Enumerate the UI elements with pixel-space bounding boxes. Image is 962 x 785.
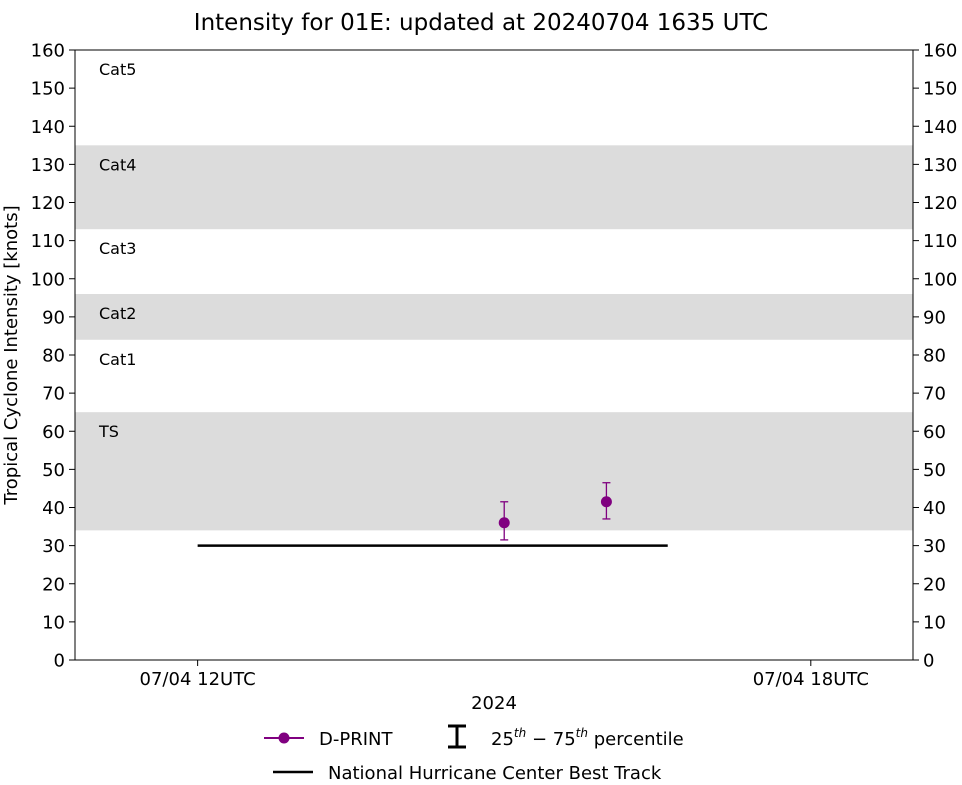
x-tick-label: 07/04 12UTC xyxy=(140,669,256,690)
category-label-cat4: Cat4 xyxy=(99,155,136,174)
y-tick-label: 50 xyxy=(42,460,65,481)
y-tick-label-right: 10 xyxy=(923,612,946,633)
category-labels: TS Cat1 Cat2 Cat3 Cat4 Cat5 xyxy=(98,60,136,441)
y-tick-label-right: 150 xyxy=(923,79,957,100)
y-tick-label-right: 50 xyxy=(923,460,946,481)
y-tick-label-right: 90 xyxy=(923,307,946,328)
category-label-cat5: Cat5 xyxy=(99,60,136,79)
category-label-cat3: Cat3 xyxy=(99,239,136,258)
y-tick-label: 30 xyxy=(42,536,65,557)
band-ts xyxy=(75,412,913,531)
legend-dprint-marker xyxy=(278,732,290,744)
y-tick-label: 120 xyxy=(31,193,65,214)
x-axis-label: 2024 xyxy=(471,693,517,714)
y-tick-label: 40 xyxy=(42,498,65,519)
y-tick-label: 130 xyxy=(31,155,65,176)
y-axis-left: 0 10 20 30 40 50 60 70 80 90 100 110 120 130 140 150 160 xyxy=(31,41,75,672)
legend-dprint-label: D-PRINT xyxy=(319,729,393,750)
y-axis-label: Tropical Cyclone Intensity [knots] xyxy=(1,205,22,505)
y-tick-label-right: 100 xyxy=(923,269,957,290)
x-axis: 07/04 12UTC 07/04 18UTC xyxy=(140,660,869,690)
legend-percentile-label: 25th − 75th percentile xyxy=(491,726,684,750)
y-tick-label-right: 70 xyxy=(923,384,946,405)
band-cat2 xyxy=(75,294,913,340)
y-tick-label-right: 0 xyxy=(923,651,934,672)
y-tick-label-right: 60 xyxy=(923,422,946,443)
y-tick-label-right: 80 xyxy=(923,346,946,367)
y-tick-label: 110 xyxy=(31,231,65,252)
y-tick-label: 100 xyxy=(31,269,65,290)
category-label-cat2: Cat2 xyxy=(99,304,136,323)
category-label-ts: TS xyxy=(98,422,119,441)
band-cat4 xyxy=(75,145,913,230)
y-tick-label-right: 40 xyxy=(923,498,946,519)
y-tick-label: 70 xyxy=(42,384,65,405)
y-tick-label: 160 xyxy=(31,41,65,62)
dprint-point xyxy=(498,517,510,529)
legend-percentile-icon xyxy=(448,724,466,749)
dprint-point xyxy=(600,496,612,508)
category-bands xyxy=(75,145,913,531)
y-axis-right: 0 10 20 30 40 50 60 70 80 90 100 110 120 130 140 150 160 xyxy=(913,41,957,672)
y-tick-label: 150 xyxy=(31,79,65,100)
y-tick-label-right: 20 xyxy=(923,574,946,595)
y-tick-label-right: 30 xyxy=(923,536,946,557)
y-tick-label: 80 xyxy=(42,346,65,367)
series-layer xyxy=(197,482,668,547)
chart-title: Intensity for 01E: updated at 20240704 1… xyxy=(194,10,768,36)
legend-besttrack-label: National Hurricane Center Best Track xyxy=(328,763,662,784)
x-tick-label: 07/04 18UTC xyxy=(753,669,869,690)
legend: D-PRINT 25th − 75th percentile National … xyxy=(264,724,684,784)
category-label-cat1: Cat1 xyxy=(99,350,136,369)
y-tick-label: 0 xyxy=(54,651,65,672)
y-tick-label-right: 160 xyxy=(923,41,957,62)
y-tick-label-right: 140 xyxy=(923,117,957,138)
y-tick-label: 90 xyxy=(42,307,65,328)
y-tick-label: 140 xyxy=(31,117,65,138)
y-tick-label: 60 xyxy=(42,422,65,443)
y-tick-label: 10 xyxy=(42,612,65,633)
plot-frame xyxy=(74,49,914,661)
y-tick-label: 20 xyxy=(42,574,65,595)
y-tick-label-right: 110 xyxy=(923,231,957,252)
y-tick-label-right: 120 xyxy=(923,193,957,214)
y-tick-label-right: 130 xyxy=(923,155,957,176)
